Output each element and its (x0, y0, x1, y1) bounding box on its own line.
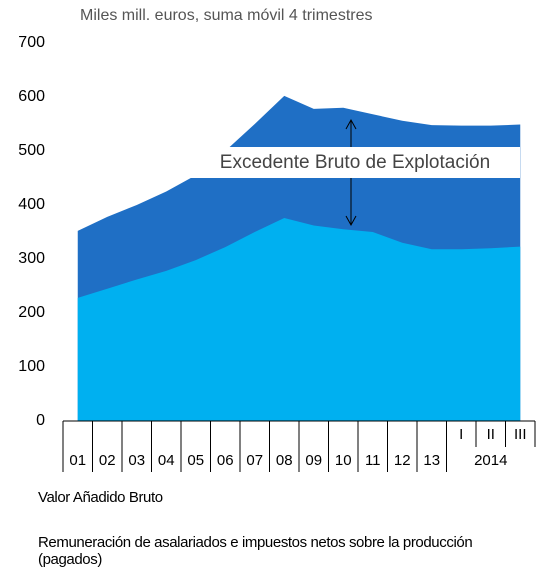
x-tick-label: 09 (305, 452, 322, 469)
annotation: Excedente Bruto de Explotación (220, 152, 490, 173)
annotation-box (190, 147, 520, 178)
x-tick-label: 01 (69, 452, 86, 469)
x-tick-label: 02 (99, 452, 116, 469)
chart: Miles mill. euros, suma móvil 4 trimestr… (18, 7, 536, 472)
y-tick-label: 700 (18, 34, 45, 51)
y-tick-label: 200 (18, 304, 45, 321)
arrow-heads (345, 118, 357, 227)
x-tick-label: 08 (276, 452, 293, 469)
x-tick-label: 07 (246, 452, 263, 469)
areas (77, 95, 521, 422)
y-tick-label: 0 (36, 412, 45, 429)
y-tick-label: 300 (18, 250, 45, 267)
x-tick-label: 04 (158, 452, 175, 469)
x-tick-label: 11 (365, 452, 381, 469)
y-tick-label: 500 (18, 142, 45, 159)
legend-label: Valor Añadido Bruto (38, 489, 163, 506)
x-tick-label: 05 (187, 452, 204, 469)
y-tick-label: 100 (18, 358, 45, 375)
x-tick-label: 10 (335, 452, 352, 469)
y-tick-label: 400 (18, 196, 45, 213)
chart-subtitle: Miles mill. euros, suma móvil 4 trimestr… (80, 7, 373, 24)
y-tick-label: 600 (18, 88, 45, 105)
area (77, 217, 521, 421)
x-tick-label: 03 (128, 452, 145, 469)
legend-item: Valor Añadido Bruto (38, 489, 533, 506)
legend-item: Remuneración de asalariados e impuestos … (38, 534, 533, 568)
x-tick-label: 12 (394, 452, 411, 469)
x-tick-label: III (514, 426, 527, 443)
x-tick-label: 13 (423, 452, 440, 469)
x-tick-label: I (459, 426, 463, 443)
x-tick-label: II (487, 426, 495, 443)
x-tick-label: 06 (217, 452, 234, 469)
legend-label: Remuneración de asalariados e impuestos … (38, 534, 473, 568)
x-group-label: 2014 (474, 452, 507, 469)
